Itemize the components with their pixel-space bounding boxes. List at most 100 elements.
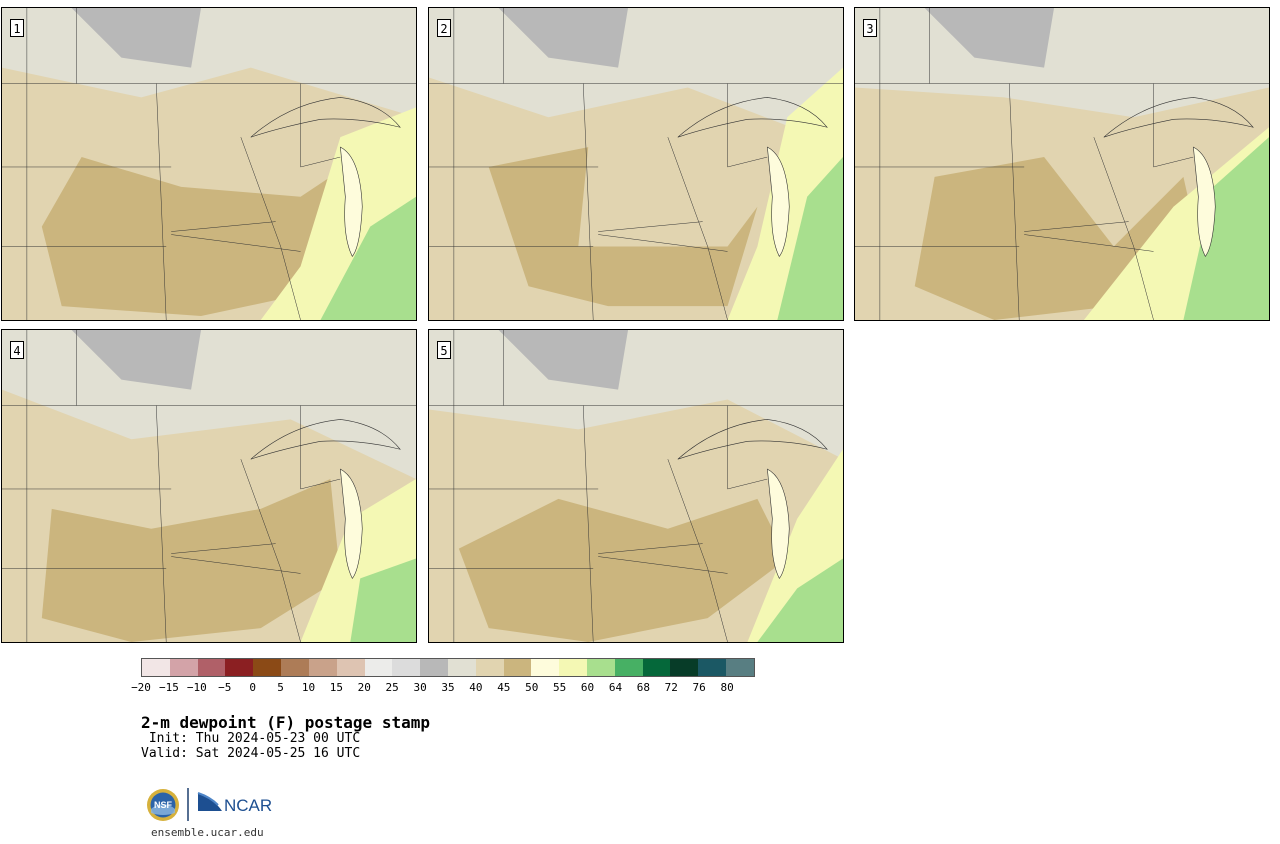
lake-michigan	[340, 468, 363, 579]
dewpoint-map	[2, 330, 416, 642]
colorbar-swatch	[169, 659, 198, 676]
state-boundary	[240, 137, 281, 247]
state-boundary	[598, 556, 728, 574]
colorbar-swatch	[308, 659, 337, 676]
state-boundary	[280, 246, 301, 320]
colorbar-swatch	[531, 659, 560, 676]
colorbar-tick-label: 30	[413, 681, 427, 694]
colorbar-tick-label: 64	[608, 681, 623, 694]
colorbar-tick-label: 40	[469, 681, 483, 694]
colorbar-tick-label: −5	[218, 681, 232, 694]
dewpoint-map	[429, 330, 843, 642]
higher-dewpoint-region	[41, 479, 341, 642]
lake-michigan	[767, 146, 790, 257]
state-boundary	[240, 459, 281, 569]
colorbar-tick-label: 80	[720, 681, 734, 694]
very-moist-region	[757, 558, 843, 642]
colorbar-swatch	[392, 659, 421, 676]
colorbar-tick-label: 25	[385, 681, 399, 694]
panel-number: 1	[10, 19, 24, 37]
colorbar-tick-label: 45	[497, 681, 511, 694]
state-boundary	[171, 221, 276, 232]
panel-number: 3	[863, 19, 877, 37]
state-boundary	[707, 568, 728, 642]
colorbar-swatch	[475, 659, 504, 676]
panel-number: 5	[437, 341, 451, 359]
state-boundary	[727, 156, 768, 168]
state-boundary	[667, 459, 708, 569]
ensemble-member-panel-2: 2	[428, 7, 844, 321]
state-boundary	[1093, 137, 1134, 247]
colorbar-tick-label: −20	[131, 681, 151, 694]
colorbar-tick-label: 76	[692, 681, 706, 694]
very-moist-region	[350, 558, 416, 642]
colorbar-swatch	[420, 659, 448, 676]
colorbar-swatch	[281, 659, 309, 676]
state-boundary	[171, 556, 301, 574]
colorbar-swatch	[503, 659, 532, 676]
dry-region	[924, 8, 1055, 68]
colorbar-tick-label: −15	[158, 681, 179, 694]
colorbar-swatch	[336, 659, 365, 676]
colorbar	[141, 658, 755, 677]
dry-region	[498, 330, 629, 390]
colorbar-swatch	[142, 659, 170, 676]
colorbar-tick-labels: −20 −15 −10 −5 0 5 10 15 20 25 30 35 40 45 50 55 60 64 68 7…	[131, 681, 755, 695]
state-boundary	[598, 234, 728, 252]
colorbar-tick-label: 15	[329, 681, 343, 694]
state-boundary	[1133, 246, 1154, 320]
dewpoint-map	[855, 8, 1269, 320]
colorbar-swatch	[698, 659, 727, 676]
colorbar-swatch	[197, 659, 226, 676]
state-boundary	[156, 83, 167, 320]
dry-region	[71, 330, 202, 390]
very-moist-region	[777, 157, 843, 320]
ncar-logo-text: NCAR	[224, 796, 272, 815]
colorbar-tick-label: −10	[186, 681, 207, 694]
state-boundary	[1024, 234, 1154, 252]
ensemble-member-panel-5: 5	[428, 329, 844, 643]
colorbar-tick-label: 68	[636, 681, 650, 694]
ensemble-member-panel-4: 4	[1, 329, 417, 643]
higher-dewpoint-region	[488, 147, 758, 307]
colorbar-tick-label: 35	[441, 681, 455, 694]
ensemble-member-panel-1: 1	[1, 7, 417, 321]
state-boundary	[1009, 83, 1020, 320]
lake-michigan	[767, 468, 790, 579]
map-title: 2-m dewpoint (F) postage stamp	[141, 713, 430, 732]
colorbar-tick-label: 0	[249, 681, 256, 694]
state-boundary	[1024, 221, 1129, 232]
colorbar-tick-label: 60	[580, 681, 595, 694]
state-boundary	[598, 221, 703, 232]
colorbar-swatch	[559, 659, 587, 676]
ensemble-member-panel-3: 3	[854, 7, 1270, 321]
colorbar-swatch	[225, 659, 254, 676]
site-url: ensemble.ucar.edu	[151, 826, 264, 839]
dry-region	[498, 8, 629, 68]
state-boundary	[583, 405, 594, 642]
nsf-logo-icon: NSF NCAR	[147, 788, 272, 821]
panel-number: 2	[437, 19, 451, 37]
state-boundary	[1153, 156, 1194, 168]
state-boundary	[727, 478, 768, 490]
colorbar-tick-label: 5	[277, 681, 284, 694]
colorbar-tick-label: 20	[357, 681, 371, 694]
higher-dewpoint-region	[41, 157, 361, 317]
dewpoint-map	[2, 8, 416, 320]
colorbar-swatch	[447, 659, 476, 676]
colorbar-swatch	[253, 659, 282, 676]
state-boundary	[171, 543, 276, 554]
state-boundary	[280, 568, 301, 642]
colorbar-swatch	[614, 659, 643, 676]
colorbar-tick-label: 10	[301, 681, 316, 694]
colorbar-swatch	[364, 659, 393, 676]
colorbar-swatch	[670, 659, 699, 676]
state-boundary	[156, 405, 167, 642]
lake-michigan	[1193, 146, 1216, 257]
state-boundary	[171, 234, 301, 252]
valid-time: Valid: Sat 2024-05-25 16 UTC	[141, 746, 361, 761]
very-moist-region	[1183, 137, 1269, 320]
init-time: Init: Thu 2024-05-23 00 UTC	[141, 731, 361, 746]
panel-number: 4	[10, 341, 24, 359]
state-boundary	[598, 543, 703, 554]
